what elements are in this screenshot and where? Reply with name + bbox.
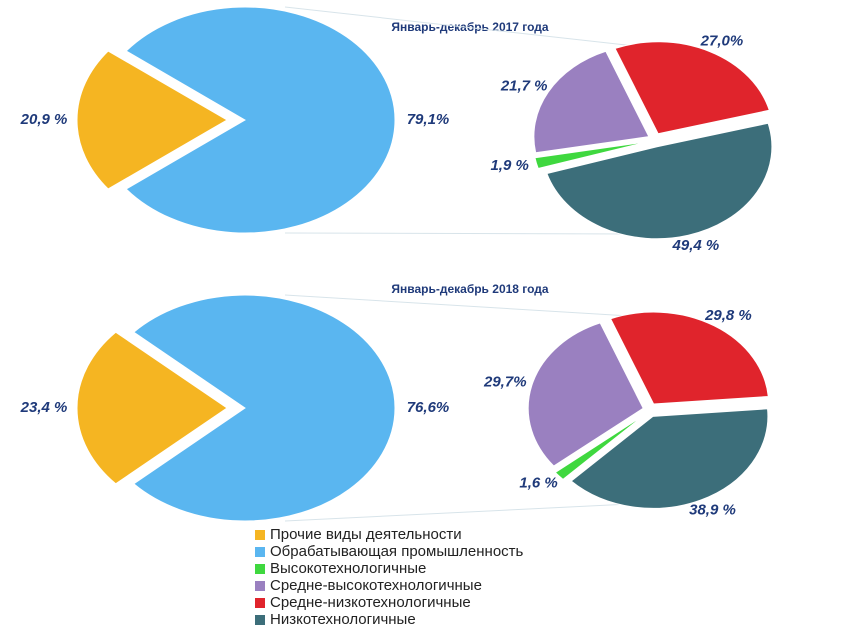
data-label: 1,9 % — [490, 157, 528, 174]
legend-label: Прочие виды деятельности — [270, 526, 462, 543]
pie-slice — [570, 408, 769, 509]
connector — [284, 294, 631, 317]
legend-label: Низкотехнологичные — [270, 611, 416, 628]
pie-slice — [614, 41, 770, 135]
pie-slice — [76, 331, 228, 485]
data-label: 27,0% — [700, 32, 744, 49]
data-label: 38,9 % — [689, 501, 736, 518]
pie-slice — [533, 50, 650, 154]
legend-swatch — [255, 581, 265, 591]
legend-label: Обрабатывающая промышленность — [270, 543, 524, 560]
legend-label: Высокотехнологичные — [270, 560, 426, 577]
legend-swatch — [255, 530, 265, 540]
data-label: 23,4 % — [20, 399, 68, 416]
chart-title: Январь-декабрь 2018 года — [391, 282, 549, 296]
pie-slice — [534, 141, 649, 170]
legend-label: Средне-высокотехнологичные — [270, 577, 482, 594]
data-label: 29,8 % — [704, 307, 752, 324]
data-label: 76,6% — [407, 399, 450, 416]
data-label: 20,9 % — [20, 111, 68, 128]
pie-slice — [76, 50, 228, 190]
legend-label: Средне-низкотехнологичные — [270, 594, 471, 611]
legend-swatch — [255, 547, 265, 557]
legend-swatch — [255, 598, 265, 608]
connector — [284, 6, 636, 47]
connector — [284, 503, 631, 522]
pie-slice — [546, 122, 773, 240]
data-label: 29,7% — [483, 373, 527, 390]
legend-swatch — [255, 564, 265, 574]
pie-slice — [609, 311, 769, 405]
pie-slice — [132, 294, 396, 522]
connector — [284, 232, 636, 235]
pie-slice — [125, 6, 396, 234]
data-label: 21,7 % — [500, 78, 548, 95]
legend-swatch — [255, 615, 265, 625]
data-label: 49,4 % — [672, 237, 720, 254]
pie-slice — [554, 414, 646, 480]
data-label: 79,1% — [407, 111, 450, 128]
pie-slice — [527, 322, 644, 467]
data-label: 1,6 % — [519, 475, 557, 492]
